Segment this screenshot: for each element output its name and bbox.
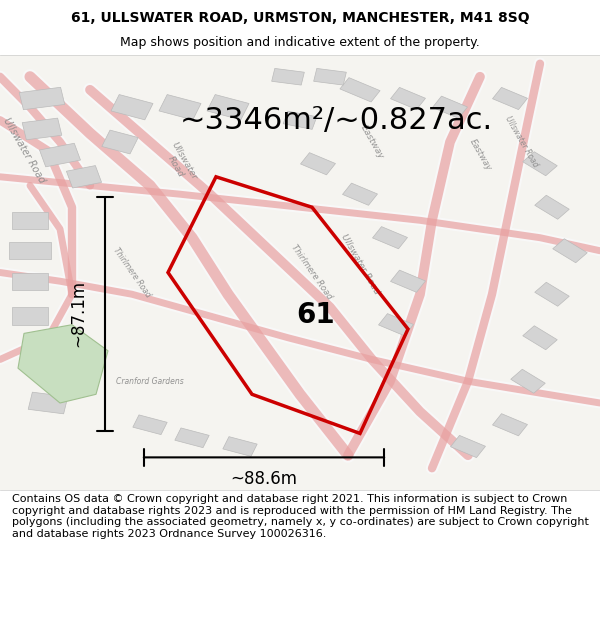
Bar — [535, 195, 569, 219]
Bar — [283, 111, 317, 129]
Bar — [301, 152, 335, 175]
Bar — [12, 212, 48, 229]
Bar — [175, 428, 209, 448]
Bar — [391, 88, 425, 109]
Bar — [28, 392, 68, 414]
Text: ~3346m²/~0.827ac.: ~3346m²/~0.827ac. — [180, 106, 493, 135]
Bar — [19, 88, 65, 110]
Bar — [314, 68, 346, 85]
Bar — [40, 143, 80, 167]
Bar — [373, 227, 407, 249]
Text: 61, ULLSWATER ROAD, URMSTON, MANCHESTER, M41 8SQ: 61, ULLSWATER ROAD, URMSTON, MANCHESTER,… — [71, 11, 529, 25]
Text: Thirlmere Road: Thirlmere Road — [112, 246, 152, 299]
Polygon shape — [18, 325, 108, 403]
Text: Eastway: Eastway — [359, 123, 385, 161]
Bar — [535, 282, 569, 306]
Text: Cranford Gardens: Cranford Gardens — [116, 377, 184, 386]
Text: Ullswater Road: Ullswater Road — [504, 115, 540, 169]
Bar — [9, 242, 51, 259]
Text: 61: 61 — [296, 301, 335, 329]
Bar — [451, 436, 485, 457]
Bar — [523, 326, 557, 350]
Bar — [102, 130, 138, 154]
Bar — [12, 308, 48, 325]
Bar — [133, 415, 167, 434]
Text: Eastway: Eastway — [467, 138, 493, 172]
Text: Ullswater Road: Ullswater Road — [339, 232, 381, 296]
Bar — [553, 239, 587, 262]
Text: Ullswater Road: Ullswater Road — [1, 116, 47, 185]
Bar — [343, 183, 377, 205]
Bar — [493, 88, 527, 109]
Bar — [111, 94, 153, 120]
Text: ~87.1m: ~87.1m — [69, 280, 87, 348]
Bar — [67, 166, 101, 188]
Bar — [391, 270, 425, 292]
Bar — [12, 272, 48, 290]
Text: ~88.6m: ~88.6m — [230, 471, 298, 488]
Bar — [272, 68, 304, 85]
Bar — [223, 437, 257, 456]
Bar — [340, 78, 380, 102]
Bar — [22, 118, 62, 140]
Bar — [433, 96, 467, 118]
Text: Map shows position and indicative extent of the property.: Map shows position and indicative extent… — [120, 36, 480, 49]
Bar — [493, 414, 527, 436]
Text: Contains OS data © Crown copyright and database right 2021. This information is : Contains OS data © Crown copyright and d… — [12, 494, 589, 539]
Bar — [207, 94, 249, 120]
Bar — [379, 314, 413, 336]
Bar — [511, 369, 545, 393]
Text: Ullswater
Road: Ullswater Road — [161, 141, 199, 187]
Bar — [159, 94, 201, 120]
Bar — [523, 152, 557, 176]
Text: Thirlmere Road: Thirlmere Road — [290, 244, 334, 301]
Bar — [28, 357, 68, 379]
